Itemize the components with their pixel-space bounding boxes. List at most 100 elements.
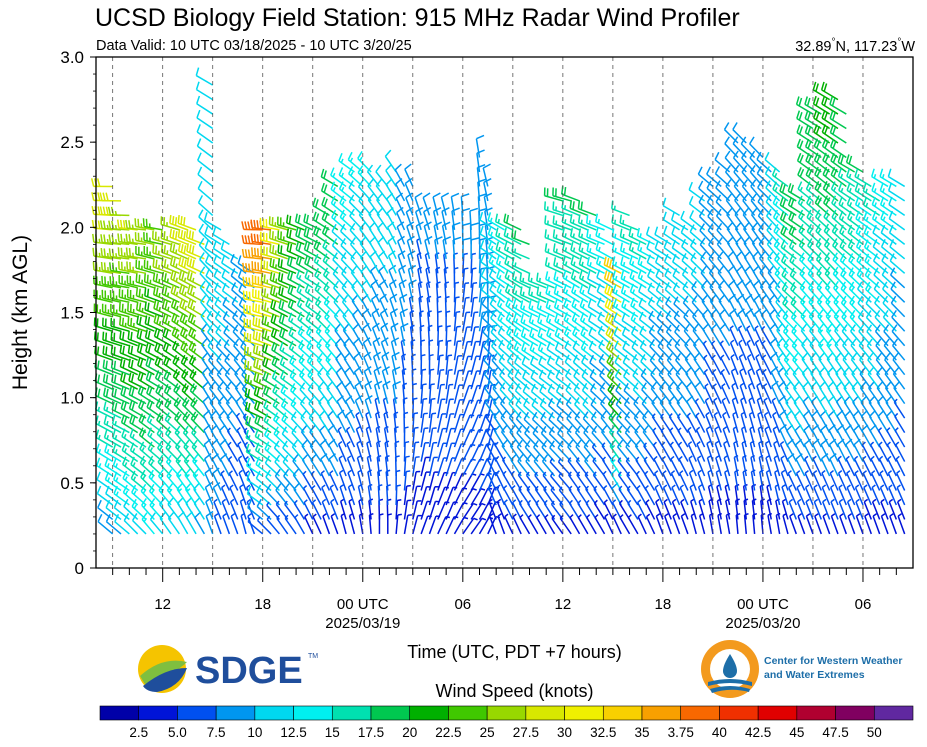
barb-flag: [206, 296, 212, 305]
barb-shaft: [255, 449, 272, 463]
barb-half-flag: [499, 303, 503, 308]
barb-half-flag: [464, 267, 469, 270]
wind-barb: [511, 243, 530, 260]
wind-barb: [146, 399, 164, 419]
wind-barb: [123, 513, 139, 535]
wind-barb: [103, 401, 122, 419]
barb-half-flag: [507, 289, 511, 294]
barb-flag: [196, 124, 201, 133]
barb-flag: [176, 413, 182, 422]
barb-half-flag: [572, 219, 575, 224]
barb-flag: [97, 220, 101, 229]
wind-barb: [170, 270, 189, 289]
barb-flag: [147, 441, 153, 450]
station-coordinates: 32.89°N, 117.23°W: [795, 37, 915, 55]
barb-flag: [145, 357, 149, 366]
barb-half-flag: [532, 347, 535, 352]
barb-shaft: [211, 444, 222, 462]
barb-half-flag: [184, 291, 187, 297]
barb-flag: [191, 371, 197, 380]
barb-flag: [121, 428, 126, 437]
barb-flag: [122, 373, 126, 383]
barb-half-flag: [228, 455, 233, 460]
barb-flag: [103, 234, 106, 243]
wind-barb: [121, 428, 139, 448]
barb-shaft: [144, 253, 163, 260]
barb-flag: [513, 340, 519, 350]
barb-flag: [153, 300, 157, 309]
barb-flag: [281, 315, 285, 324]
barb-half-flag: [580, 219, 583, 224]
barb-half-flag: [158, 278, 161, 284]
wind-barb: [214, 310, 230, 332]
wind-barb: [192, 468, 205, 491]
barb-shaft: [179, 292, 197, 303]
wind-barb: [226, 410, 239, 434]
wind-barb: [231, 296, 247, 318]
barb-flag: [97, 388, 101, 397]
barb-flag: [138, 427, 144, 436]
barb-shaft: [244, 381, 264, 390]
barb-shaft: [228, 473, 239, 491]
barb-shaft: [152, 252, 172, 260]
barb-shaft: [102, 311, 122, 318]
barb-shaft: [221, 262, 239, 274]
barb-flag: [289, 243, 293, 253]
wind-barb: [192, 454, 205, 477]
barb-flag: [279, 341, 284, 351]
barb-flag: [433, 221, 443, 227]
barb-half-flag: [321, 498, 327, 503]
barb-flag: [146, 399, 151, 408]
barb-flag: [96, 457, 101, 466]
barb-half-flag: [316, 273, 320, 278]
barb-shaft: [230, 275, 247, 289]
wind-barb: [93, 289, 113, 304]
barb-flag: [155, 301, 160, 310]
barb-flag: [480, 268, 486, 277]
barb-half-flag: [192, 291, 195, 297]
wind-barb: [244, 387, 264, 405]
barb-shaft: [203, 458, 214, 477]
barb-flag: [125, 247, 129, 256]
barb-flag: [293, 482, 300, 490]
barb-flag: [165, 371, 171, 380]
barb-flag: [588, 312, 593, 321]
barb-shaft: [111, 367, 130, 376]
barb-shaft: [120, 393, 139, 405]
barb-half-flag: [349, 157, 354, 162]
barb-half-flag: [531, 319, 534, 324]
barb-half-flag: [581, 289, 585, 295]
wind-barb: [263, 413, 280, 434]
barb-flag: [175, 454, 182, 462]
barb-shaft: [612, 516, 622, 535]
barb-flag: [145, 218, 148, 228]
barb-half-flag: [281, 347, 285, 352]
barb-shaft: [252, 227, 272, 231]
wind-barb: [121, 442, 139, 463]
barb-shaft: [263, 392, 280, 405]
barb-flag: [262, 385, 268, 394]
barb-shaft: [94, 380, 113, 390]
barb-flag: [190, 342, 196, 351]
wind-barb: [122, 470, 139, 492]
barb-half-flag: [176, 445, 181, 450]
barb-flag: [99, 220, 103, 229]
barb-shaft: [253, 338, 272, 347]
barb-shaft: [119, 296, 138, 304]
wind-barb: [195, 67, 214, 86]
barb-shaft: [221, 276, 239, 289]
barb-flag: [273, 315, 277, 324]
barb-flag: [210, 410, 217, 418]
barb-shaft: [156, 419, 172, 434]
barb-flag: [146, 413, 152, 422]
barb-flag: [178, 256, 182, 266]
barb-flag: [256, 484, 262, 493]
barb-flag: [184, 482, 192, 490]
barb-flag: [607, 299, 612, 309]
barb-flag: [544, 215, 547, 224]
barb-half-flag: [333, 201, 337, 206]
barb-flag: [572, 201, 575, 210]
barb-flag: [501, 439, 509, 447]
barb-half-flag: [257, 433, 260, 439]
